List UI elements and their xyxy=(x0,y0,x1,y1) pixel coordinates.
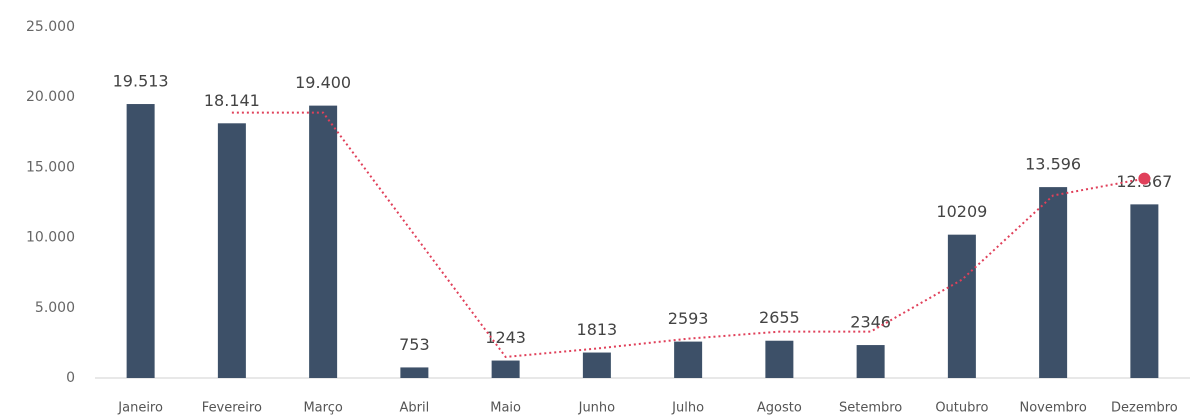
x-tick-label: Outubro xyxy=(935,401,988,416)
data-label: 753 xyxy=(399,335,430,354)
x-tick-label: Fevereiro xyxy=(202,401,262,416)
x-tick-label: Junho xyxy=(578,401,616,416)
data-label: 2593 xyxy=(668,309,709,328)
x-tick-label: Março xyxy=(303,401,342,416)
data-label: 19.400 xyxy=(295,73,351,92)
data-label: 2655 xyxy=(759,308,800,327)
bar xyxy=(582,352,611,378)
data-label: 19.513 xyxy=(113,72,169,91)
data-label: 10209 xyxy=(936,202,987,221)
y-tick-label: 10.000 xyxy=(26,230,75,246)
bar xyxy=(126,104,155,379)
bar xyxy=(765,340,794,378)
y-tick-label: 20.000 xyxy=(26,89,75,105)
bar xyxy=(217,123,246,379)
bar xyxy=(400,367,429,378)
x-tick-label: Janeiro xyxy=(117,401,163,416)
x-tick-label: Julho xyxy=(671,401,704,416)
bar xyxy=(674,341,703,378)
x-tick-label: Setembro xyxy=(839,401,902,416)
data-label: 13.596 xyxy=(1025,155,1081,174)
x-tick-label: Dezembro xyxy=(1111,401,1178,416)
y-tick-label: 5.000 xyxy=(35,300,75,316)
bar xyxy=(491,360,520,378)
bar xyxy=(947,234,976,378)
bar xyxy=(856,345,885,378)
data-label: 18.141 xyxy=(204,91,260,110)
bar xyxy=(1130,204,1159,378)
bar xyxy=(1039,187,1068,378)
x-tick-label: Maio xyxy=(490,401,521,416)
x-tick-label: Agosto xyxy=(757,401,802,416)
y-tick-label: 25.000 xyxy=(26,19,75,35)
y-tick-label: 0 xyxy=(66,370,75,386)
trend-end-dot xyxy=(1138,172,1151,185)
data-label: 1243 xyxy=(485,328,526,347)
bar xyxy=(309,105,338,379)
data-label: 1813 xyxy=(577,320,618,339)
x-tick-label: Novembro xyxy=(1019,401,1086,416)
x-tick-label: Abril xyxy=(400,401,430,416)
y-tick-label: 15.000 xyxy=(26,159,75,175)
data-label: 2346 xyxy=(850,313,891,332)
